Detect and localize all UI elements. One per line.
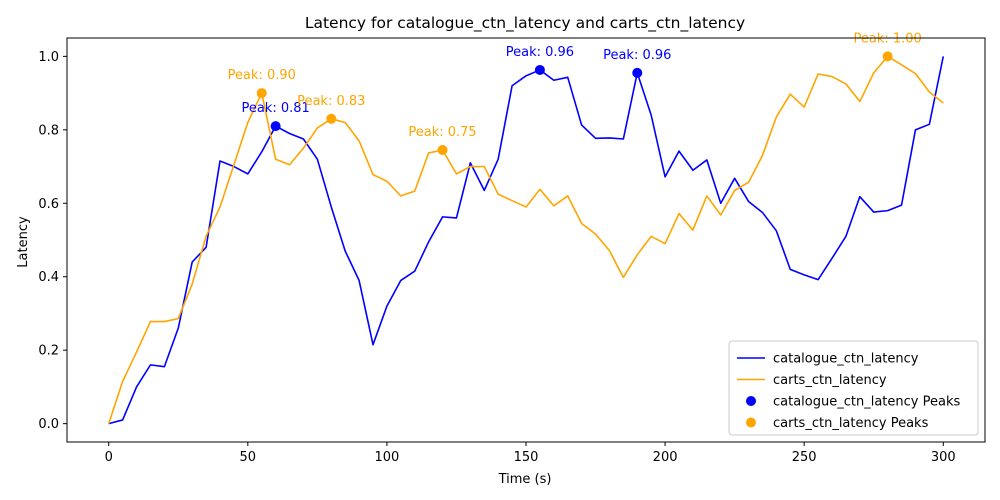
x-tick-label: 150 (514, 450, 539, 465)
x-tick-label: 250 (792, 450, 817, 465)
legend: catalogue_ctn_latency carts_ctn_latencyca… (728, 340, 979, 436)
axes: 0 50 100 150 200 250 300 0.0 0.2 0.4 0.6 0.8 1.0 (38, 50, 955, 465)
y-tick-label: 0.6 (38, 197, 59, 212)
y-tick-label: 0.8 (38, 123, 59, 138)
x-axis-label: Time (s) (498, 472, 552, 487)
peak-marker (256, 88, 267, 99)
x-tick-label: 300 (931, 450, 956, 465)
peak-label: Peak: 0.90 (228, 68, 296, 83)
legend-box (728, 340, 979, 436)
y-tick-label: 1.0 (38, 50, 59, 65)
peak-marker (882, 51, 893, 62)
peak-marker (326, 113, 337, 124)
series-line-carts_ctn_latency (107, 55, 944, 424)
y-axis-label: Latency (16, 216, 31, 268)
peak-label: Peak: 0.96 (603, 48, 671, 63)
legend-marker-swatch (746, 396, 756, 406)
y-tick-label: 0.0 (38, 417, 59, 432)
x-tick-label: 50 (240, 450, 257, 465)
series-line-catalogue_ctn_latency (108, 56, 945, 425)
y-tick-label: 0.2 (38, 344, 59, 359)
legend-label: catalogue_ctn_latency (773, 352, 919, 367)
chart-title: Latency for catalogue_ctn_latency and ca… (305, 14, 745, 33)
x-tick-label: 100 (374, 450, 399, 465)
peak-label: Peak: 1.00 (853, 31, 921, 46)
legend-marker-swatch (746, 417, 756, 428)
x-tick-label: 0 (105, 450, 113, 465)
peak-label: Peak: 0.75 (408, 125, 476, 140)
legend-label: catalogue_ctn_latency Peaks (773, 395, 960, 410)
peak-marker (437, 145, 448, 156)
x-tick-label: 200 (653, 450, 678, 465)
y-tick-label: 0.4 (38, 270, 59, 285)
peak-marker (534, 64, 545, 75)
peak-label: Peak: 0.83 (297, 94, 365, 109)
peak-marker (632, 67, 643, 78)
plot-area: Peak: 0.81 Peak: 0.96 Peak: 0.96 Peak: 0.90… (107, 31, 945, 425)
legend-label: carts_ctn_latency Peaks (773, 416, 929, 431)
peak-marker (270, 121, 281, 132)
peak-label: Peak: 0.81 (241, 101, 309, 116)
peak-label: Peak: 0.96 (506, 45, 574, 60)
legend-label: carts_ctn_latency (773, 373, 887, 388)
